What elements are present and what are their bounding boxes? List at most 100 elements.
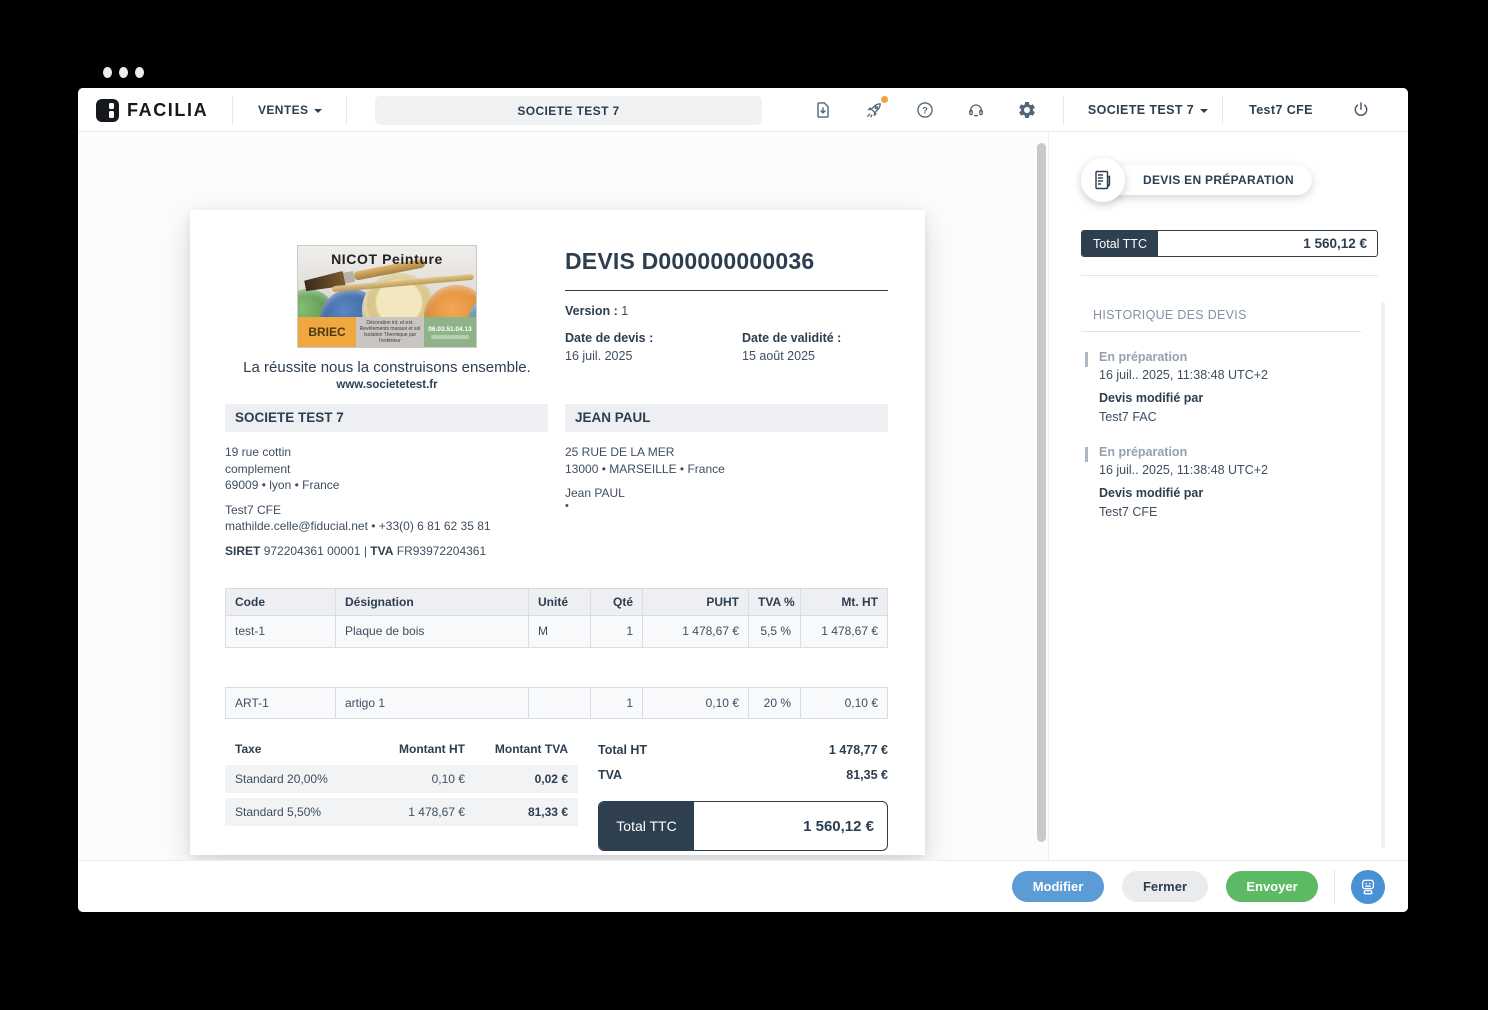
- menu-ventes-label: VENTES: [258, 103, 309, 117]
- context-title[interactable]: SOCIETE TEST 7: [375, 96, 762, 125]
- tax-row: Standard 5,50% 1 478,67 € 81,33 €: [225, 798, 578, 826]
- power-icon[interactable]: [1351, 100, 1371, 120]
- item-mtht: 1 478,67 €: [800, 616, 888, 647]
- seller-branding: NICOT Peinture BRIEC Décoration int. et …: [207, 245, 567, 391]
- item-tva: 5,5 %: [748, 616, 800, 647]
- tax-table: Taxe Montant HT Montant TVA Standard 20,…: [225, 738, 578, 831]
- file-export-icon[interactable]: [813, 100, 833, 120]
- seller-contact-line: mathilde.celle@fiducial.net • +33(0) 6 8…: [225, 519, 491, 533]
- siret-label: SIRET: [225, 543, 261, 558]
- logo-city: BRIEC: [298, 317, 356, 347]
- envoyer-button[interactable]: Envoyer: [1226, 871, 1318, 902]
- help-icon[interactable]: ?: [915, 100, 935, 120]
- buyer-name-header: JEAN PAUL: [565, 404, 888, 432]
- history-action: Devis modifié par: [1099, 391, 1204, 405]
- col-code: Code: [225, 589, 335, 615]
- total-ht-label: Total HT: [598, 743, 648, 757]
- total-ttc-label: Total TTC: [599, 802, 694, 850]
- chevron-down-icon: [314, 109, 323, 113]
- devis-document-icon: [1081, 158, 1125, 202]
- buyer-details: 25 RUE DE LA MER 13000 • MARSEILLE • Fra…: [565, 444, 888, 512]
- buyer-bullet: •: [565, 499, 569, 512]
- facilia-logo-icon: [96, 98, 119, 122]
- support-icon[interactable]: [966, 100, 986, 120]
- company-menu[interactable]: SOCIETE TEST 7: [1078, 88, 1218, 132]
- seller-address-line: 19 rue cottin: [225, 445, 292, 459]
- brand-logo[interactable]: FACILIA: [96, 88, 208, 132]
- item-qte: 1: [590, 688, 642, 718]
- seller-details: 19 rue cottin complement 69009 • lyon • …: [225, 444, 548, 559]
- main-scrollbar-thumb[interactable]: [1037, 143, 1046, 842]
- tax-name: Standard 5,50%: [235, 805, 322, 819]
- item-qte: 1: [590, 616, 642, 647]
- tax-ht: 1 478,67 €: [408, 805, 465, 819]
- logo-bottom-strip: BRIEC Décoration int. et ext. Revêtement…: [298, 317, 476, 347]
- sidebar-total-ttc: Total TTC 1 560,12 €: [1081, 230, 1378, 257]
- devis-document: NICOT Peinture BRIEC Décoration int. et …: [190, 210, 925, 855]
- user-name: Test7 CFE: [1249, 103, 1313, 117]
- status-badge-label: DEVIS EN PRÉPARATION: [1103, 165, 1312, 195]
- col-mtht: Mt. HT: [800, 589, 888, 615]
- logo-service-line: Revêtements muraux et sol: [359, 326, 421, 332]
- history-user: Test7 CFE: [1099, 505, 1158, 519]
- company-tagline: La réussite nous la construisons ensembl…: [243, 359, 531, 376]
- totals-block: Total HT 1 478,77 € TVA 81,35 € Total TT…: [598, 738, 888, 851]
- sidebar-ttc-label: Total TTC: [1082, 231, 1158, 256]
- title-rule: [565, 290, 888, 291]
- total-tva-label: TVA: [598, 768, 623, 782]
- notification-dot: [881, 96, 888, 103]
- history-status: En préparation: [1099, 445, 1188, 459]
- col-montant-tva: Montant TVA: [494, 742, 568, 756]
- modifier-button[interactable]: Modifier: [1012, 871, 1104, 902]
- tax-name: Standard 20,00%: [235, 772, 328, 786]
- item-code: ART-1: [225, 688, 335, 718]
- history-status: En préparation: [1099, 350, 1188, 364]
- divider: [1063, 96, 1064, 124]
- item-code: test-1: [225, 616, 335, 647]
- rocket-icon[interactable]: [864, 96, 888, 120]
- item-row: test-1 Plaque de bois M 1 1 478,67 € 5,5…: [225, 616, 888, 648]
- history-title: HISTORIQUE DES DEVIS: [1081, 300, 1361, 332]
- assistant-robot-button[interactable]: [1351, 869, 1385, 904]
- seller-address-line: complement: [225, 461, 291, 476]
- buyer-address-line: 25 RUE DE LA MER: [565, 445, 675, 459]
- item-unite: [528, 688, 590, 718]
- topbar: FACILIA VENTES SOCIETE TEST 7: [78, 88, 1408, 132]
- total-tva-value: 81,35 €: [846, 768, 888, 782]
- version-label: Version :: [565, 304, 618, 318]
- logo-phone-number: 06.03.51.04.13: [428, 325, 472, 333]
- date-validite-label: Date de validité :: [742, 331, 842, 345]
- date-devis-value: 16 juil. 2025: [565, 349, 633, 363]
- date-devis-label: Date de devis :: [565, 331, 654, 345]
- logo-service-line: Isolation Thermique par l'extérieur: [363, 332, 417, 344]
- company-menu-label: SOCIETE TEST 7: [1087, 103, 1195, 117]
- history-action: Devis modifié par: [1099, 486, 1204, 500]
- main-scrollbar: [1037, 136, 1046, 856]
- tax-tva: 0,02 €: [534, 772, 568, 786]
- tax-row: Standard 20,00% 0,10 € 0,02 €: [225, 765, 578, 793]
- sidebar-scrollbar[interactable]: [1381, 302, 1385, 848]
- fermer-button[interactable]: Fermer: [1122, 871, 1208, 902]
- logo-phone: 06.03.51.04.13: [424, 317, 476, 347]
- seller-address-line: 69009 • lyon • France: [225, 478, 340, 492]
- seller-name-header: SOCIETE TEST 7: [225, 404, 548, 432]
- context-title-label: SOCIETE TEST 7: [517, 103, 620, 118]
- logo-services: Décoration int. et ext. Revêtements mura…: [356, 317, 424, 347]
- tva-value: FR93972204361: [396, 543, 487, 558]
- col-montant-ht: Montant HT: [399, 742, 465, 756]
- user-menu[interactable]: Test7 CFE: [1228, 88, 1334, 132]
- item-designation: Plaque de bois: [335, 616, 528, 647]
- menu-ventes[interactable]: VENTES: [258, 88, 323, 132]
- total-ht-value: 1 478,77 €: [828, 743, 888, 757]
- divider: [1334, 869, 1335, 904]
- window-controls[interactable]: [103, 67, 144, 78]
- devis-header: DEVIS D000000000036 Version : 1 Date de …: [565, 248, 888, 363]
- history-entry: En préparation 16 juil.. 2025, 11:38:48 …: [1085, 350, 1365, 424]
- separator: |: [363, 543, 367, 558]
- divider: [232, 96, 233, 124]
- tax-header-row: Taxe Montant HT Montant TVA: [225, 738, 578, 762]
- col-designation: Désignation: [335, 589, 528, 615]
- settings-icon[interactable]: [1017, 100, 1037, 120]
- buyer-address-line: 13000 • MARSEILLE • France: [565, 461, 725, 476]
- tax-ht: 0,10 €: [431, 772, 465, 786]
